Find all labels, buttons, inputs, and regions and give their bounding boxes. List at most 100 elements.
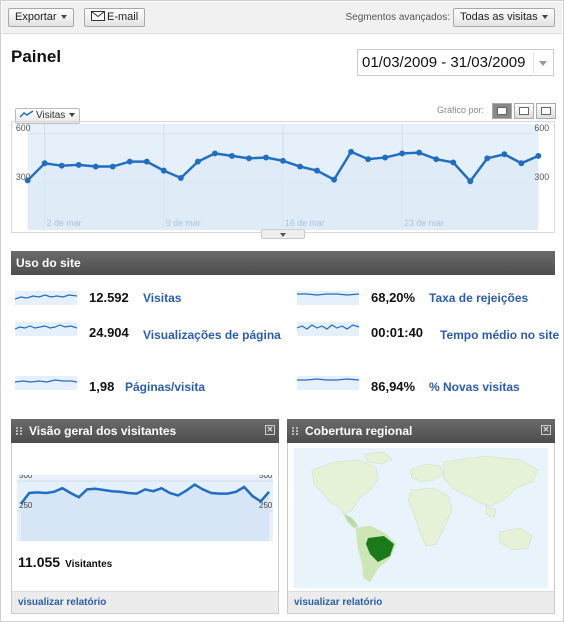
segments-dropdown[interactable]: Todas as visitas bbox=[453, 8, 555, 27]
graph-by-week-button[interactable] bbox=[514, 103, 534, 119]
date-range-picker[interactable]: 01/03/2009 - 31/03/2009 bbox=[357, 49, 554, 76]
world-map[interactable] bbox=[294, 448, 548, 588]
calendar-month-icon bbox=[541, 107, 551, 115]
visitors-line-chart: 500 500 250 250 bbox=[17, 475, 273, 541]
y-tick-label: 250 bbox=[259, 501, 273, 510]
data-point[interactable] bbox=[194, 158, 201, 165]
data-point[interactable] bbox=[160, 167, 167, 174]
data-point[interactable] bbox=[109, 163, 116, 170]
metric-label-link[interactable]: % Novas visitas bbox=[429, 380, 520, 394]
graph-by-month-button[interactable] bbox=[536, 103, 556, 119]
divider bbox=[533, 53, 534, 73]
metric-value: 1,98 bbox=[89, 379, 115, 394]
data-point[interactable] bbox=[143, 158, 150, 165]
data-point[interactable] bbox=[450, 159, 457, 166]
calendar-day-icon bbox=[497, 107, 507, 115]
regional-coverage-panel: Cobertura regional ✕ visualizar relatóri… bbox=[287, 419, 555, 614]
data-point[interactable] bbox=[433, 156, 440, 163]
chevron-down-icon bbox=[60, 15, 67, 20]
email-button[interactable]: E-mail bbox=[84, 8, 146, 27]
graph-by-day-button[interactable] bbox=[492, 103, 512, 119]
page-title: Painel bbox=[11, 47, 62, 66]
metric-selector[interactable]: Visitas bbox=[15, 108, 81, 124]
data-point[interactable] bbox=[246, 155, 252, 162]
view-report-link[interactable]: visualizar relatório bbox=[18, 597, 107, 608]
data-point[interactable] bbox=[41, 160, 48, 167]
data-point[interactable] bbox=[24, 177, 31, 184]
data-point[interactable] bbox=[177, 175, 184, 181]
y-tick-label: 600 bbox=[16, 123, 31, 133]
y-tick-label: 250 bbox=[19, 501, 33, 510]
metric-label-link[interactable]: Taxa de rejeições bbox=[429, 291, 529, 305]
segments-value: Todas as visitas bbox=[460, 11, 538, 23]
data-point[interactable] bbox=[535, 152, 542, 159]
segments-label: Segmentos avançados: bbox=[345, 12, 450, 23]
chevron-down-icon bbox=[539, 61, 547, 66]
metric-value: 12.592 bbox=[89, 290, 129, 305]
data-point[interactable] bbox=[211, 150, 218, 157]
panel-title: Cobertura regional bbox=[305, 424, 413, 438]
panel-title: Visão geral dos visitantes bbox=[29, 424, 177, 438]
panel-footer: visualizar relatório bbox=[288, 591, 554, 613]
data-point[interactable] bbox=[484, 155, 491, 162]
view-report-link[interactable]: visualizar relatório bbox=[294, 597, 383, 608]
visitors-total-value: 11.055 bbox=[18, 554, 61, 570]
data-point[interactable] bbox=[297, 163, 303, 170]
pages-per-visit-sparkline bbox=[15, 376, 77, 390]
data-point[interactable] bbox=[348, 148, 355, 155]
data-point[interactable] bbox=[518, 160, 525, 167]
drag-handle-icon[interactable] bbox=[292, 427, 298, 435]
data-point[interactable] bbox=[399, 150, 406, 157]
data-point[interactable] bbox=[228, 152, 235, 159]
data-point[interactable] bbox=[331, 176, 338, 183]
series-line bbox=[20, 483, 270, 505]
y-tick-label: 600 bbox=[534, 123, 549, 133]
visitors-total-label: Visitantes bbox=[65, 559, 113, 570]
data-point[interactable] bbox=[314, 167, 320, 174]
date-range-value: 01/03/2009 - 31/03/2009 bbox=[362, 54, 526, 71]
chevron-down-icon bbox=[280, 233, 286, 237]
data-point[interactable] bbox=[75, 161, 82, 168]
visits-sparkline bbox=[15, 291, 77, 305]
export-label: Exportar bbox=[15, 11, 57, 23]
close-icon[interactable]: ✕ bbox=[265, 425, 275, 435]
graph-by-label: Gráfico por: bbox=[437, 105, 485, 115]
line-chart-icon bbox=[19, 110, 34, 118]
bounce-rate-sparkline bbox=[297, 291, 359, 305]
new-visits-sparkline bbox=[297, 376, 359, 390]
toolbar: Exportar E-mail Segmentos avançados: Tod… bbox=[2, 2, 562, 34]
collapse-chart-toggle[interactable] bbox=[261, 229, 305, 239]
metric-value: 68,20% bbox=[371, 290, 416, 305]
data-point[interactable] bbox=[58, 162, 65, 169]
panel-header[interactable]: Cobertura regional ✕ bbox=[287, 419, 555, 443]
data-point[interactable] bbox=[365, 156, 372, 163]
visits-line-chart: 2 de mar9 de mar16 de mar23 de mar600600… bbox=[11, 121, 555, 233]
data-point[interactable] bbox=[467, 178, 474, 185]
data-point[interactable] bbox=[280, 157, 286, 164]
data-point[interactable] bbox=[382, 154, 389, 161]
area-fill bbox=[21, 484, 269, 541]
data-point[interactable] bbox=[263, 154, 269, 161]
metric-value: 86,94% bbox=[371, 379, 416, 394]
site-usage-header: Uso do site bbox=[11, 251, 555, 275]
data-point[interactable] bbox=[126, 158, 133, 165]
data-point[interactable] bbox=[416, 149, 423, 156]
y-tick-label: 300 bbox=[16, 172, 31, 182]
metric-label-link[interactable]: Páginas/visita bbox=[125, 380, 206, 394]
drag-handle-icon[interactable] bbox=[16, 427, 22, 435]
metric-value: 00:01:40 bbox=[371, 325, 424, 340]
metric-label-link[interactable]: Visitas bbox=[143, 291, 182, 305]
metric-label-link[interactable]: Visualizações de página bbox=[143, 328, 281, 342]
avg-time-sparkline bbox=[297, 322, 359, 336]
data-point[interactable] bbox=[92, 163, 99, 170]
close-icon[interactable]: ✕ bbox=[541, 425, 551, 435]
panel-header[interactable]: Visão geral dos visitantes ✕ bbox=[11, 419, 279, 443]
y-tick-label: 500 bbox=[259, 475, 273, 480]
panel-footer: visualizar relatório bbox=[12, 591, 278, 613]
y-tick-label: 500 bbox=[19, 475, 33, 480]
export-button[interactable]: Exportar bbox=[8, 8, 74, 27]
data-point[interactable] bbox=[501, 151, 508, 158]
metric-label-link[interactable]: Tempo médio no site bbox=[440, 328, 560, 342]
chevron-down-icon bbox=[69, 113, 76, 118]
